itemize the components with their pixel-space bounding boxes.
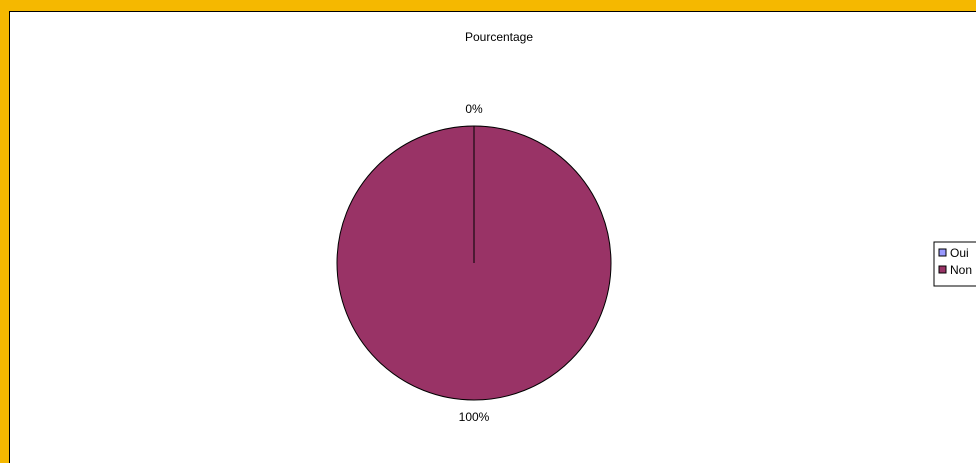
legend-box (933, 241, 976, 287)
legend-swatch-oui (938, 248, 947, 257)
pie-slices (336, 125, 612, 401)
data-label-oui: 0% (465, 102, 483, 116)
legend: Oui Non (933, 241, 976, 287)
legend-swatch-non (938, 265, 947, 274)
chart-title: Pourcentage (465, 30, 533, 44)
legend-label-oui: Oui (950, 246, 969, 260)
chart-area: Pourcentage 0% 100% Oui Non (9, 11, 976, 463)
data-labels: 0% 100% (459, 102, 490, 424)
pie-chart: Pourcentage 0% 100% Oui Non (336, 30, 976, 424)
data-label-non: 100% (459, 410, 490, 424)
legend-label-non: Non (950, 263, 972, 277)
